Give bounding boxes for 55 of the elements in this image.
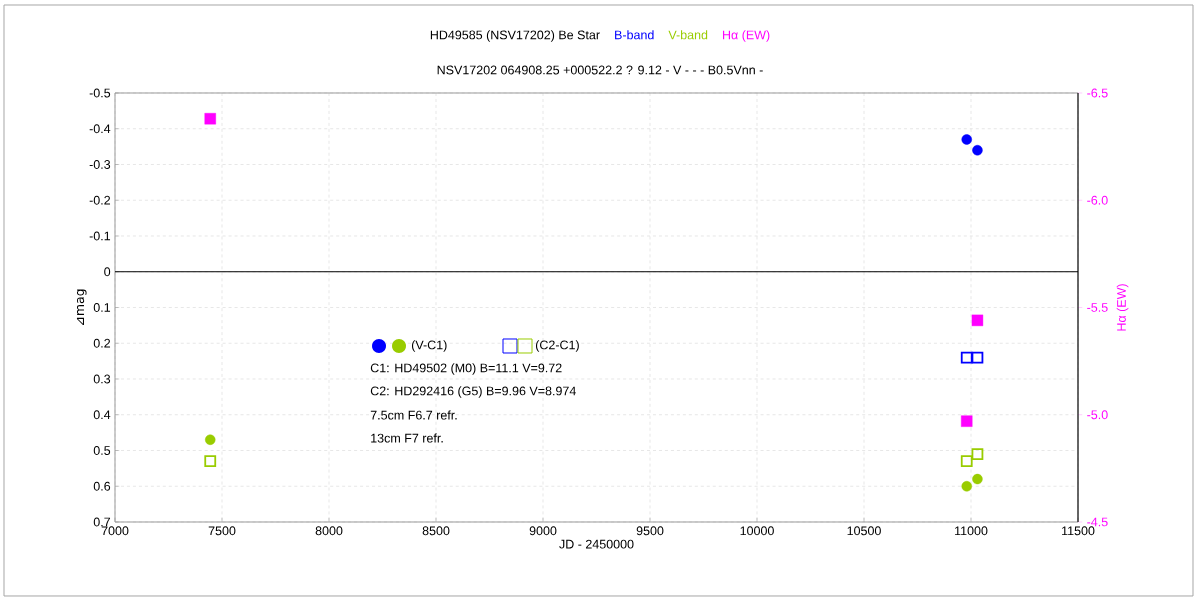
- annotation: (C2-C1): [535, 340, 579, 352]
- y-tick-label: 0.6: [93, 481, 111, 491]
- text: Hα (EW): [723, 30, 770, 42]
- point: [971, 351, 984, 364]
- y2-tick-label: -6.0: [1087, 195, 1108, 205]
- x-tick-label: 11500: [1062, 526, 1095, 536]
- y-tick-label: 0.5: [93, 446, 111, 455]
- chart-title: HD49585 (NSV17202) Be Star: [430, 30, 600, 42]
- point: [204, 455, 217, 468]
- y-tick-label: -0.4: [89, 124, 111, 134]
- point: [961, 415, 973, 427]
- x-tick-label: 9500: [636, 526, 664, 536]
- point: [961, 481, 972, 492]
- y-tick-label: 0.4: [93, 410, 111, 420]
- y2-axis-title: Hα (EW): [1116, 284, 1129, 331]
- x-axis-title: JD - 2450000: [559, 539, 634, 549]
- point: [961, 134, 972, 145]
- x-tick-label: 7500: [208, 526, 236, 536]
- y-tick-label: -0.2: [89, 195, 111, 205]
- y2-tick-label: -5.0: [1087, 410, 1108, 420]
- y2-tick-label: -5.5: [1087, 303, 1108, 312]
- y-tick-label: 0.7: [93, 517, 111, 527]
- x-tick-label: 11000: [955, 526, 988, 536]
- text: B-band: [615, 30, 654, 40]
- y-tick-label: -0.3: [89, 160, 111, 169]
- annotation: C1: HD49502 (M0) B=11.1 V=9.72: [370, 363, 562, 375]
- point: [972, 144, 983, 156]
- text: V-band: [668, 30, 708, 40]
- y-tick-label: 0: [104, 267, 111, 277]
- x-tick-label: 10500: [847, 526, 881, 536]
- y-tick-label: -0.5: [89, 88, 111, 98]
- point: [204, 113, 216, 125]
- x-tick-label: 7000: [101, 526, 129, 536]
- y-tick-label: 0.2: [93, 338, 111, 348]
- x-tick-label: 9000: [529, 526, 557, 536]
- annotation: C2: HD292416 (G5) B=9.96 V=8.974: [370, 386, 576, 398]
- chart-subtitle: NSV17202 064908.25 +000522.2 ? 9.12 - V - - - B0.5Vnn -: [437, 65, 763, 75]
- annotation: 7.5cm F6.7 refr.: [370, 410, 457, 420]
- point: [972, 473, 983, 485]
- x-tick-label: 10000: [740, 526, 774, 536]
- y2-tick-label: -4.5: [1087, 517, 1108, 527]
- y-tick-label: 0.3: [93, 374, 111, 384]
- point: [960, 351, 973, 364]
- y-axis-title: ⊿mag: [76, 289, 87, 325]
- x-tick-label: 8500: [422, 526, 450, 536]
- point: [205, 434, 216, 445]
- point: [971, 314, 984, 327]
- point: [960, 455, 973, 468]
- y2-tick-label: -6.5: [1087, 88, 1108, 98]
- annotation: 13cm F7 refr.: [371, 433, 443, 443]
- x-tick-label: 8000: [315, 526, 343, 536]
- annotation: (V-C1): [411, 340, 447, 352]
- point: [971, 448, 984, 460]
- y-tick-label: 0.1: [93, 303, 111, 312]
- y-tick-label: -0.1: [89, 231, 111, 241]
